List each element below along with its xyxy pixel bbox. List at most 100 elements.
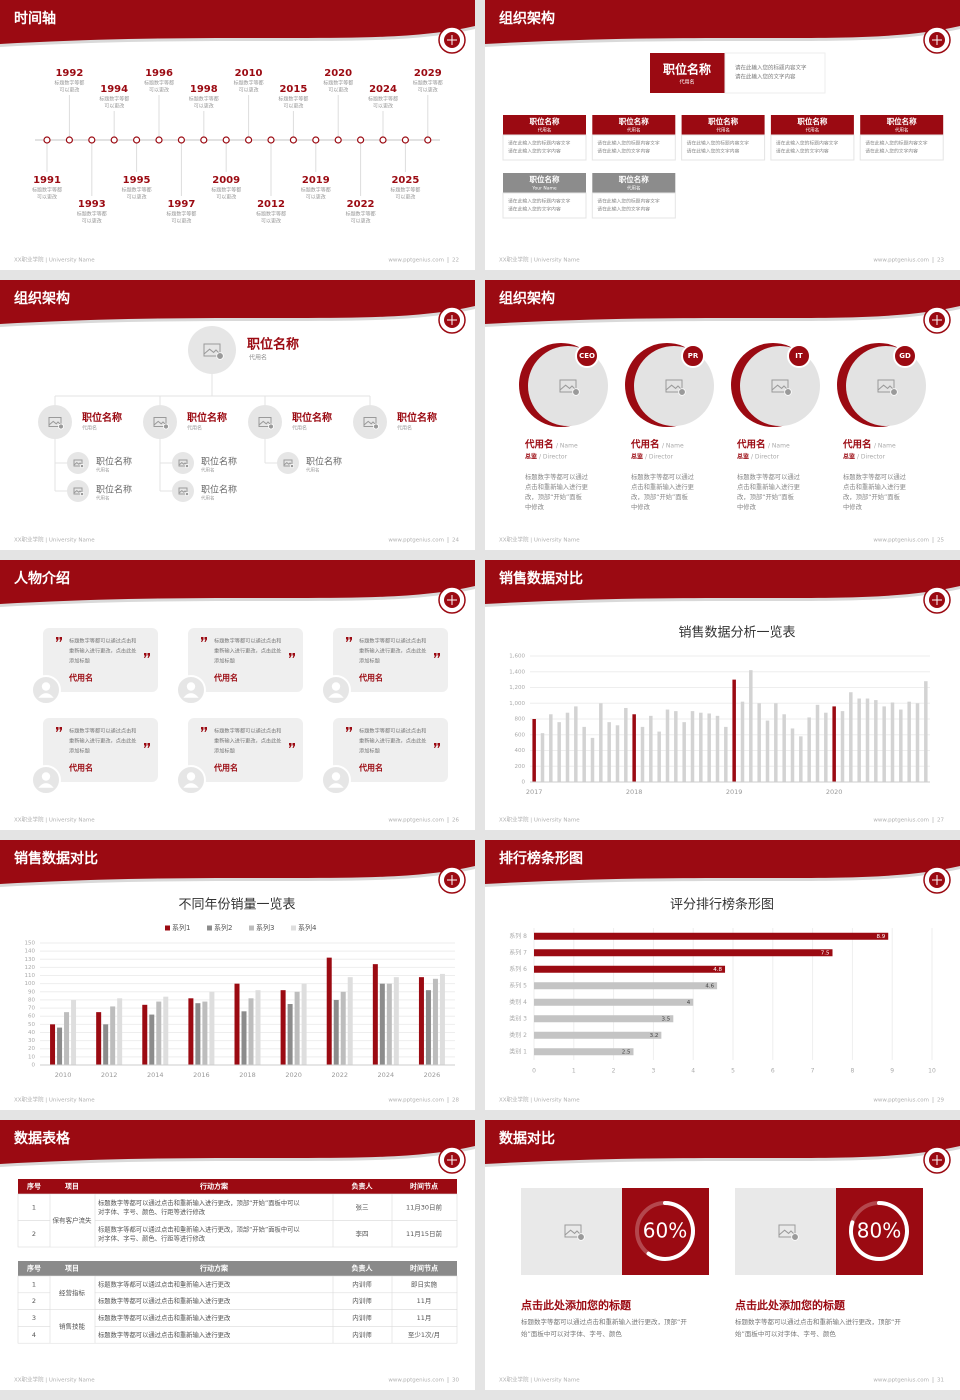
role-name: 职位名称 [708, 116, 738, 126]
image-icon [877, 384, 895, 391]
top-alias: 代用名 [249, 354, 267, 362]
page-number: 29 [937, 1098, 944, 1104]
quote-card [333, 628, 448, 692]
donut-arc [849, 1201, 909, 1261]
person-name: 代用名 [842, 439, 872, 451]
bar [724, 726, 728, 782]
person-name: 代用名 [524, 439, 554, 451]
label: 可以更改 [306, 194, 326, 201]
cell-due: 至少1次/月 [408, 1330, 440, 1339]
member-alias: 代用名 [96, 467, 110, 474]
bar [574, 706, 578, 782]
cell-group: 保有客户流失 [53, 1216, 93, 1225]
x-tick-label: 7 [811, 1068, 815, 1075]
image-icon [778, 1224, 796, 1238]
legend-label: 系列1 [172, 923, 190, 932]
year: 1993 [78, 199, 106, 210]
role-name: 职位名称 [619, 116, 649, 126]
timeline-dot [245, 136, 253, 144]
role-avatar [38, 405, 72, 439]
image-icon [559, 379, 577, 393]
chart-title: 销售数据分析一览表 [678, 625, 795, 641]
slide [485, 560, 960, 830]
image-icon [178, 487, 188, 495]
bar [757, 703, 761, 782]
bar [534, 1031, 662, 1039]
label: 标题数字等都 [189, 96, 219, 103]
bar [241, 1011, 247, 1065]
person-role-en: / Director [751, 454, 780, 461]
footer-url: www.pptgenius.com [873, 258, 929, 264]
slide-title: 组织架构 [499, 10, 555, 27]
table-head-cell: 负责人 [352, 1264, 374, 1273]
y-tick-label: 10 [28, 1054, 35, 1060]
cell-owner: 内训师 [352, 1330, 372, 1339]
timeline-dot [65, 136, 74, 144]
bar [865, 698, 870, 782]
value-label: 8.9 [876, 934, 885, 940]
label: 可以更改 [395, 194, 415, 201]
avatar-body [38, 783, 54, 788]
year: 1995 [123, 175, 151, 186]
quote-mark [56, 637, 62, 642]
y-tick-label: 类别 3 [509, 1014, 527, 1022]
label: 可以更改 [239, 87, 259, 94]
value-label: 3.2 [650, 1033, 659, 1039]
role-alias: 代用名 [187, 425, 202, 432]
bar [386, 983, 392, 1065]
role-body [770, 134, 855, 161]
image-icon [283, 461, 293, 466]
member-alias: 代用名 [201, 495, 215, 502]
person-name-en: / Name [768, 443, 790, 450]
cell-due: 11月 [417, 1297, 432, 1305]
role-desc: 请在此输入您的文字内容 [687, 148, 740, 155]
image-icon [289, 463, 295, 469]
cell-plan: 标题数字等都可以通过点击和重新输入进行更改 [98, 1279, 231, 1288]
image-icon [48, 417, 62, 427]
page-number: 22 [452, 258, 459, 264]
header-band [485, 840, 960, 884]
role-name: 职位名称 [619, 174, 649, 184]
y-tick-label: 600 [515, 732, 526, 738]
cell-plan: 标题数字等都可以通过点击和重新输入进行更改，顶部“开始”面板中可以 [98, 1198, 300, 1207]
bar [372, 964, 378, 1065]
image-icon [203, 348, 221, 355]
bar [640, 726, 645, 782]
bar [782, 714, 786, 782]
bar [832, 706, 836, 782]
x-tick-label: 2019 [726, 788, 743, 796]
y-tick-label: 100 [25, 981, 36, 987]
footer-school: XX职业学院 | University Name [499, 256, 580, 264]
person-desc: 中修改 [843, 502, 863, 511]
image-icon [73, 461, 83, 466]
bar [565, 712, 570, 782]
person-desc: 点击和重新输入进行更 [631, 482, 695, 491]
y-tick-label: 20 [28, 1046, 35, 1052]
avatar-body [328, 693, 344, 698]
image-icon [572, 388, 580, 396]
role-alias: 代用名 [538, 127, 552, 134]
image-icon [784, 388, 792, 396]
chart-title: 评分排行榜条形图 [670, 897, 774, 913]
value-label: 3.5 [662, 1016, 671, 1022]
bar [582, 726, 586, 782]
quote-text: 添加标题 [214, 657, 235, 665]
person-name-en: / Name [662, 443, 684, 450]
label: 可以更改 [149, 87, 169, 94]
bar [117, 998, 123, 1065]
logo [447, 875, 457, 885]
person-name-en: / Name [556, 443, 578, 450]
slide-title: 组织架构 [14, 290, 70, 307]
header-band [485, 280, 960, 324]
y-tick-label: 120 [25, 965, 36, 971]
y-tick-label: 类别 2 [509, 1031, 527, 1039]
role-alias: 代用名 [82, 425, 97, 432]
logo [447, 35, 457, 45]
image-icon [184, 491, 190, 497]
person-desc: 改，顶部“开始”面板 [525, 492, 583, 501]
bar [807, 717, 811, 782]
quote-text: 标题数字等都可以通过点击和 [69, 727, 136, 735]
bar [732, 679, 736, 782]
cell-plan: 标题数字等都可以通过点击和重新输入进行更改，顶部“开始”面板中可以 [98, 1224, 300, 1233]
bar [615, 725, 620, 782]
